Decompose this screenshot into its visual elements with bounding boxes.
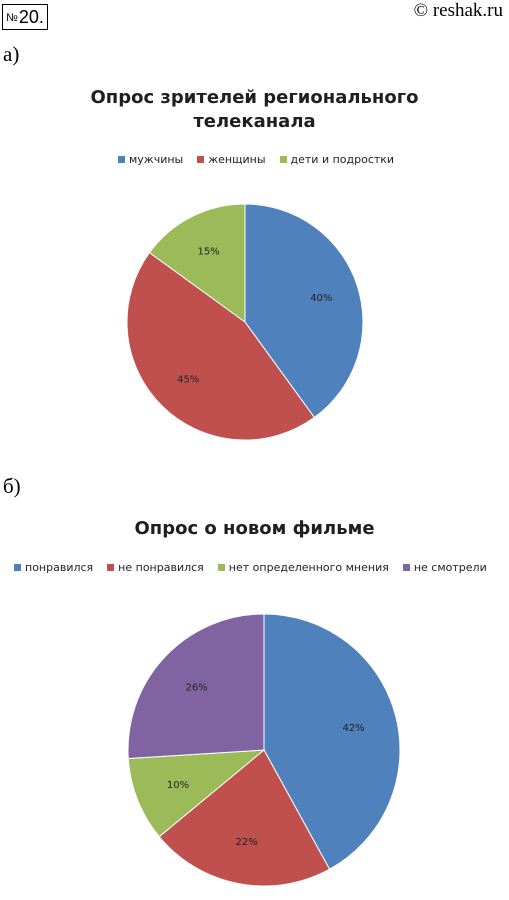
number-sign: № (6, 12, 18, 24)
legend-label: понравился (25, 561, 94, 574)
legend-item: мужчины (118, 153, 183, 166)
copyright-text: © reshak.ru (413, 0, 503, 21)
chart-a-title-line-1: Опрос зрителей регионального (90, 87, 419, 108)
legend-item: понравился (14, 561, 93, 574)
problem-number-badge: №20. (2, 4, 48, 30)
legend-item: не понравился (107, 561, 204, 574)
chart-b-title-line-1: Опрос о новом фильме (134, 518, 375, 539)
data-label: 10% (167, 780, 189, 791)
pie-slice (158, 749, 331, 887)
legend-label: не смотрели (413, 561, 487, 574)
legend-swatch (118, 156, 125, 163)
legend-item: женщины (197, 153, 266, 166)
chart-b-legend: понравился не понравился нет определенного… (14, 561, 501, 574)
chart-b-pie: 42% 22% 10% 26% (127, 613, 401, 887)
data-label: 22% (236, 837, 258, 848)
data-label: 26% (185, 683, 207, 694)
problem-number: 20. (18, 7, 44, 27)
pie-slice (244, 203, 364, 419)
legend-swatch (279, 156, 287, 163)
chart-a-title-line-2: телеканала (193, 111, 316, 132)
pie-slice (127, 613, 265, 760)
legend-swatch (107, 564, 115, 571)
pie-slice (148, 203, 246, 323)
legend-label: мужчины (129, 153, 184, 166)
data-label: 40% (310, 293, 332, 304)
data-label: 15% (197, 247, 219, 258)
chart-a-pie: 40% 45% 15% (126, 203, 364, 441)
data-label: 42% (342, 723, 364, 734)
chart-a-title: Опрос зрителей регионального телеканала (0, 86, 509, 134)
legend-label: женщины (208, 153, 266, 166)
legend-swatch (402, 564, 410, 571)
legend-swatch (217, 564, 225, 571)
data-label: 45% (177, 375, 199, 386)
legend-item: не смотрели (402, 561, 487, 574)
pie-slice (263, 613, 401, 870)
part-label-a: а) (3, 42, 20, 66)
legend-swatch (14, 564, 21, 571)
legend-swatch (197, 156, 205, 163)
legend-item: нет определенного мнения (217, 561, 389, 574)
chart-a-legend: мужчины женщины дети и подростки (118, 153, 408, 166)
legend-label: нет определенного мнения (228, 561, 389, 574)
legend-label: не понравился (118, 561, 204, 574)
chart-b-title: Опрос о новом фильме (0, 517, 509, 541)
legend-item: дети и подростки (279, 153, 395, 166)
legend-label: дети и подростки (290, 153, 395, 166)
part-label-b: б) (3, 474, 21, 498)
pie-slice (126, 251, 316, 441)
pie-slice (127, 749, 266, 838)
